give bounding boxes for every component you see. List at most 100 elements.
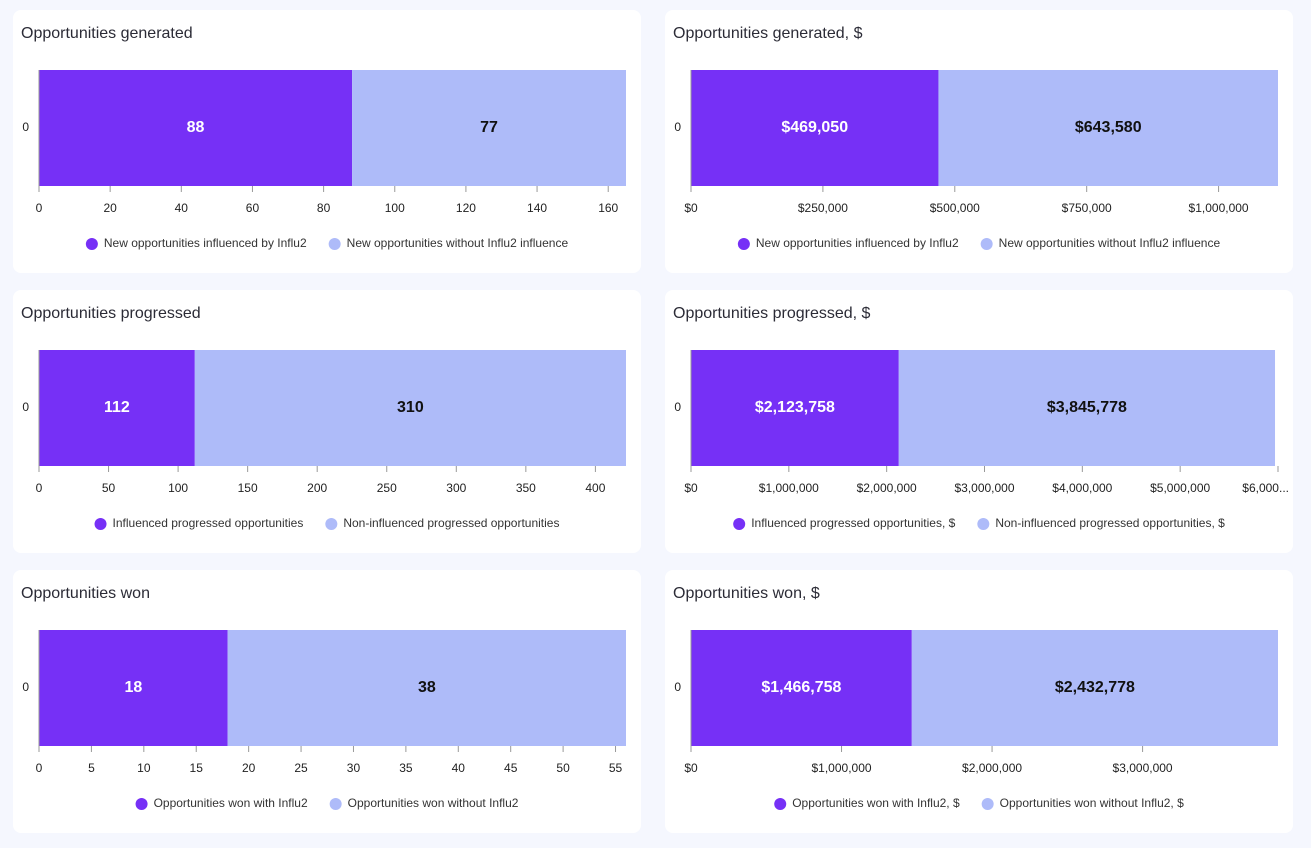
legend-label: New opportunities influenced by Influ2 bbox=[756, 236, 959, 250]
x-tick-label: 250 bbox=[377, 481, 397, 495]
x-tick-label: $5,000,000 bbox=[1150, 481, 1210, 495]
bar bbox=[194, 350, 626, 466]
data-label: $1,466,758 bbox=[761, 679, 841, 696]
y-tick-label: 0 bbox=[674, 680, 681, 694]
x-tick-label: 0 bbox=[36, 201, 43, 215]
data-label: 38 bbox=[418, 679, 436, 696]
bar bbox=[691, 70, 939, 186]
x-tick-label: 0 bbox=[36, 761, 43, 775]
legend-marker bbox=[981, 798, 994, 810]
chart: Opportunities generated, $ 0 $469,050 $643,… bbox=[673, 25, 1278, 250]
x-tick-label: $250,000 bbox=[798, 201, 848, 215]
bar bbox=[39, 70, 353, 186]
x-tick-label: $0 bbox=[684, 761, 698, 775]
chart-panel: Opportunities progressed 0 112 310 0 50 100 150… bbox=[13, 290, 641, 553]
x-tick-label: 45 bbox=[504, 761, 518, 775]
x-tick-label: 350 bbox=[516, 481, 536, 495]
data-label: $3,845,778 bbox=[1047, 399, 1127, 416]
y-tick-label: 0 bbox=[22, 680, 29, 694]
x-tick-label: 5 bbox=[88, 761, 95, 775]
bar bbox=[227, 630, 626, 746]
x-tick-label: $500,000 bbox=[930, 201, 980, 215]
bar bbox=[691, 350, 899, 466]
legend-label: Opportunities won without Influ2, $ bbox=[1000, 796, 1184, 810]
bar bbox=[352, 70, 626, 186]
x-tick-label: 140 bbox=[527, 201, 547, 215]
x-tick-label: $2,000,000 bbox=[962, 761, 1022, 775]
data-label: 310 bbox=[397, 399, 424, 416]
x-tick-label: 120 bbox=[456, 201, 476, 215]
x-tick-label: 55 bbox=[609, 761, 623, 775]
x-tick-label: 60 bbox=[246, 201, 260, 215]
legend-marker bbox=[737, 238, 750, 250]
x-tick-label: 150 bbox=[238, 481, 258, 495]
chart-title: Opportunities won, $ bbox=[673, 585, 820, 602]
x-tick-label: 100 bbox=[385, 201, 405, 215]
y-tick-label: 0 bbox=[674, 400, 681, 414]
x-tick-label: 15 bbox=[190, 761, 204, 775]
bar bbox=[39, 630, 228, 746]
x-tick-label: 10 bbox=[137, 761, 151, 775]
x-tick-label: 0 bbox=[36, 481, 43, 495]
legend-label: Opportunities won with Influ2 bbox=[154, 796, 308, 810]
y-tick-label: 0 bbox=[674, 120, 681, 134]
x-tick-label: 50 bbox=[102, 481, 116, 495]
chart-title: Opportunities progressed, $ bbox=[673, 305, 871, 322]
data-label: $2,123,758 bbox=[755, 399, 835, 416]
data-label: $469,050 bbox=[781, 119, 848, 136]
chart-panel: Opportunities generated, $ 0 $469,050 $643,… bbox=[665, 10, 1293, 273]
legend-label: Non-influenced progressed opportunities bbox=[343, 516, 559, 530]
legend-label: Non-influenced progressed opportunities,… bbox=[995, 516, 1225, 530]
x-tick-label: $1,000,000 bbox=[759, 481, 819, 495]
x-tick-label: 30 bbox=[347, 761, 361, 775]
legend-marker bbox=[329, 798, 342, 810]
chart-panel: Opportunities won 0 18 38 0 5 10 15 20 25 30 35 40 45… bbox=[13, 570, 641, 833]
x-tick-label: $0 bbox=[684, 481, 698, 495]
data-label: 88 bbox=[187, 119, 205, 136]
x-tick-label: 80 bbox=[317, 201, 331, 215]
legend-marker bbox=[135, 798, 148, 810]
bar bbox=[691, 630, 912, 746]
x-tick-label: 300 bbox=[446, 481, 466, 495]
x-tick-label: 400 bbox=[585, 481, 605, 495]
x-tick-label: 35 bbox=[399, 761, 413, 775]
chart: Opportunities generated 0 88 77 0 20 40 60 80 100… bbox=[21, 25, 626, 250]
x-tick-label: 50 bbox=[556, 761, 570, 775]
x-tick-label: 160 bbox=[598, 201, 618, 215]
legend-label: New opportunities without Influ2 influen… bbox=[999, 236, 1221, 250]
chart: Opportunities progressed 0 112 310 0 50 100 150… bbox=[21, 305, 626, 530]
x-tick-label: 20 bbox=[103, 201, 117, 215]
chart-panel: Opportunities generated 0 88 77 0 20 40 60 80 100… bbox=[13, 10, 641, 273]
y-tick-label: 0 bbox=[22, 120, 29, 134]
data-label: 18 bbox=[124, 679, 142, 696]
chart-title: Opportunities progressed bbox=[21, 305, 201, 322]
chart-panel: Opportunities progressed, $ 0 $2,123,758 $3… bbox=[665, 290, 1293, 553]
legend-marker bbox=[85, 238, 98, 250]
x-tick-label: 20 bbox=[242, 761, 256, 775]
x-tick-label: $0 bbox=[684, 201, 698, 215]
x-tick-label: $6,000... bbox=[1242, 481, 1289, 495]
bar bbox=[911, 630, 1278, 746]
legend-marker bbox=[325, 518, 338, 530]
chart-title: Opportunities generated bbox=[21, 25, 193, 42]
x-tick-label: $750,000 bbox=[1062, 201, 1112, 215]
data-label: $643,580 bbox=[1075, 119, 1142, 136]
chart-title: Opportunities generated, $ bbox=[673, 25, 863, 42]
bar bbox=[938, 70, 1278, 186]
x-tick-label: 40 bbox=[452, 761, 466, 775]
chart: Opportunities won, $ 0 $1,466,758 $2,432,77… bbox=[673, 585, 1278, 810]
x-tick-label: $4,000,000 bbox=[1052, 481, 1112, 495]
x-tick-label: $3,000,000 bbox=[954, 481, 1014, 495]
legend-label: New opportunities influenced by Influ2 bbox=[104, 236, 307, 250]
legend-label: New opportunities without Influ2 influen… bbox=[347, 236, 569, 250]
chart-panel: Opportunities won, $ 0 $1,466,758 $2,432,77… bbox=[665, 570, 1293, 833]
legend-marker bbox=[774, 798, 787, 810]
legend-label: Influenced progressed opportunities bbox=[113, 516, 304, 530]
legend-marker bbox=[980, 238, 993, 250]
legend-marker bbox=[94, 518, 107, 530]
legend-marker bbox=[733, 518, 746, 530]
legend-marker bbox=[328, 238, 341, 250]
x-tick-label: 100 bbox=[168, 481, 188, 495]
legend-label: Opportunities won without Influ2 bbox=[348, 796, 519, 810]
